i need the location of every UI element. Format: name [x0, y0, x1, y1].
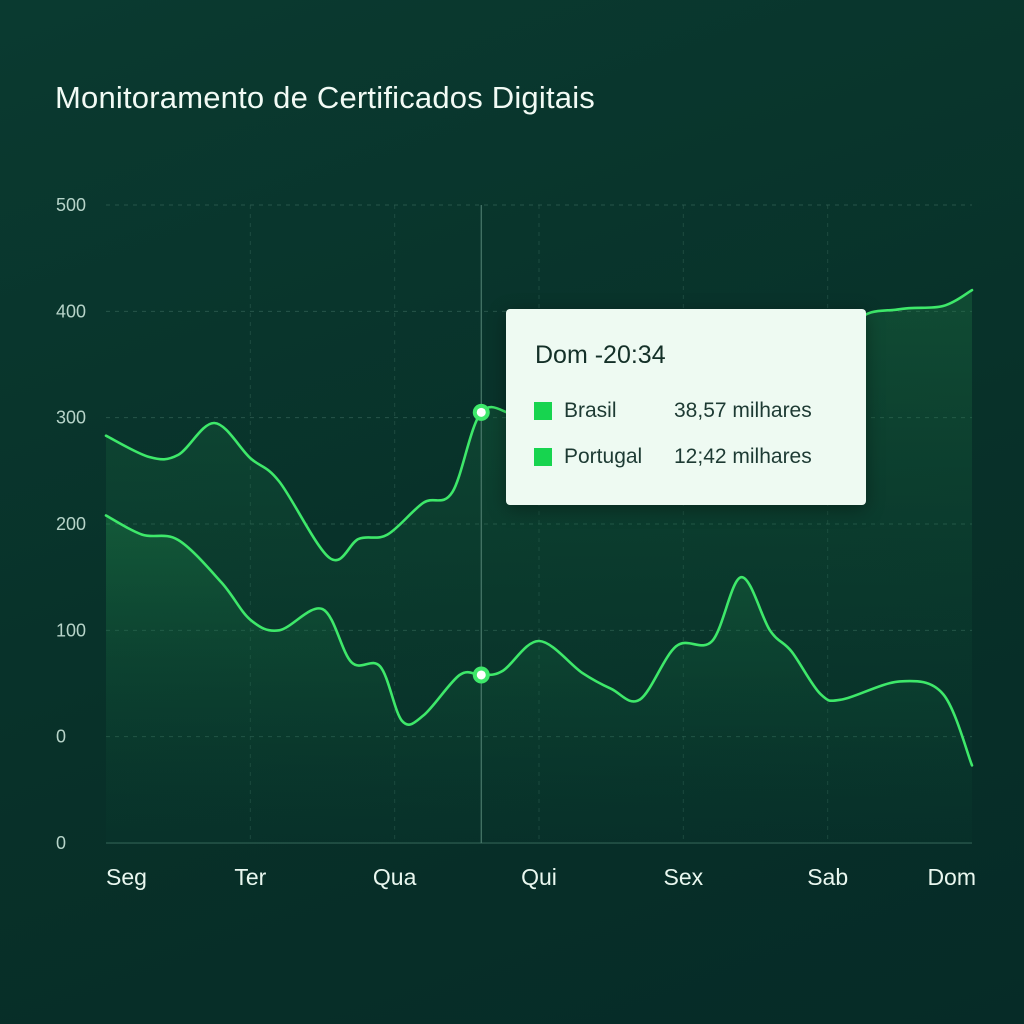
tooltip-row-portugal: Portugal 12;42 milhares	[534, 444, 812, 470]
tooltip-series-name: Portugal	[564, 445, 643, 468]
x-tick-label: Seg	[106, 864, 147, 890]
x-tick-label: Qua	[373, 864, 417, 890]
x-axis-ticks: Seg Ter Qua Qui Sex Sab Dom	[106, 864, 976, 890]
point-marker-center	[476, 407, 486, 417]
tooltip: Dom -20:34 Brasil 38,57 milhares Portuga…	[506, 309, 866, 505]
legend-swatch-brasil	[534, 402, 552, 420]
series-line-portugal	[104, 514, 974, 767]
tooltip-series-value: 38,57 milhares	[674, 399, 812, 422]
legend-swatch-portugal	[534, 448, 552, 466]
y-tick-label: 100	[56, 620, 86, 640]
y-tick-label: 300	[56, 408, 86, 428]
y-tick-label: 200	[56, 514, 86, 534]
chart-title: Monitoramento de Certificados Digitais	[55, 80, 596, 115]
x-tick-label: Ter	[234, 864, 266, 890]
x-tick-label: Qui	[521, 864, 557, 890]
y-tick-label: 0	[56, 833, 66, 853]
x-tick-label: Dom	[927, 864, 976, 890]
tooltip-row-brasil: Brasil 38,57 milhares	[534, 398, 812, 424]
tooltip-series-name: Brasil	[564, 399, 617, 422]
y-tick-label: 400	[56, 301, 86, 321]
hover-markers	[472, 403, 490, 684]
y-tick-label: 500	[56, 195, 86, 215]
y-axis-ticks: 0 0 100 200 300 400 500	[56, 195, 86, 853]
tooltip-series-value: 12;42 milhares	[674, 445, 812, 468]
point-marker-center	[476, 670, 486, 680]
x-tick-label: Sab	[807, 864, 848, 890]
y-tick-label: 0	[56, 727, 66, 747]
x-tick-label: Sex	[664, 864, 704, 890]
tooltip-title: Dom -20:34	[535, 341, 666, 369]
